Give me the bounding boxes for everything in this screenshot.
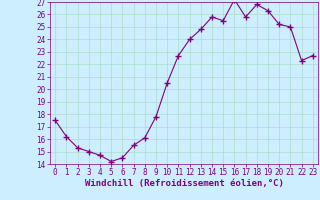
X-axis label: Windchill (Refroidissement éolien,°C): Windchill (Refroidissement éolien,°C) (84, 179, 284, 188)
